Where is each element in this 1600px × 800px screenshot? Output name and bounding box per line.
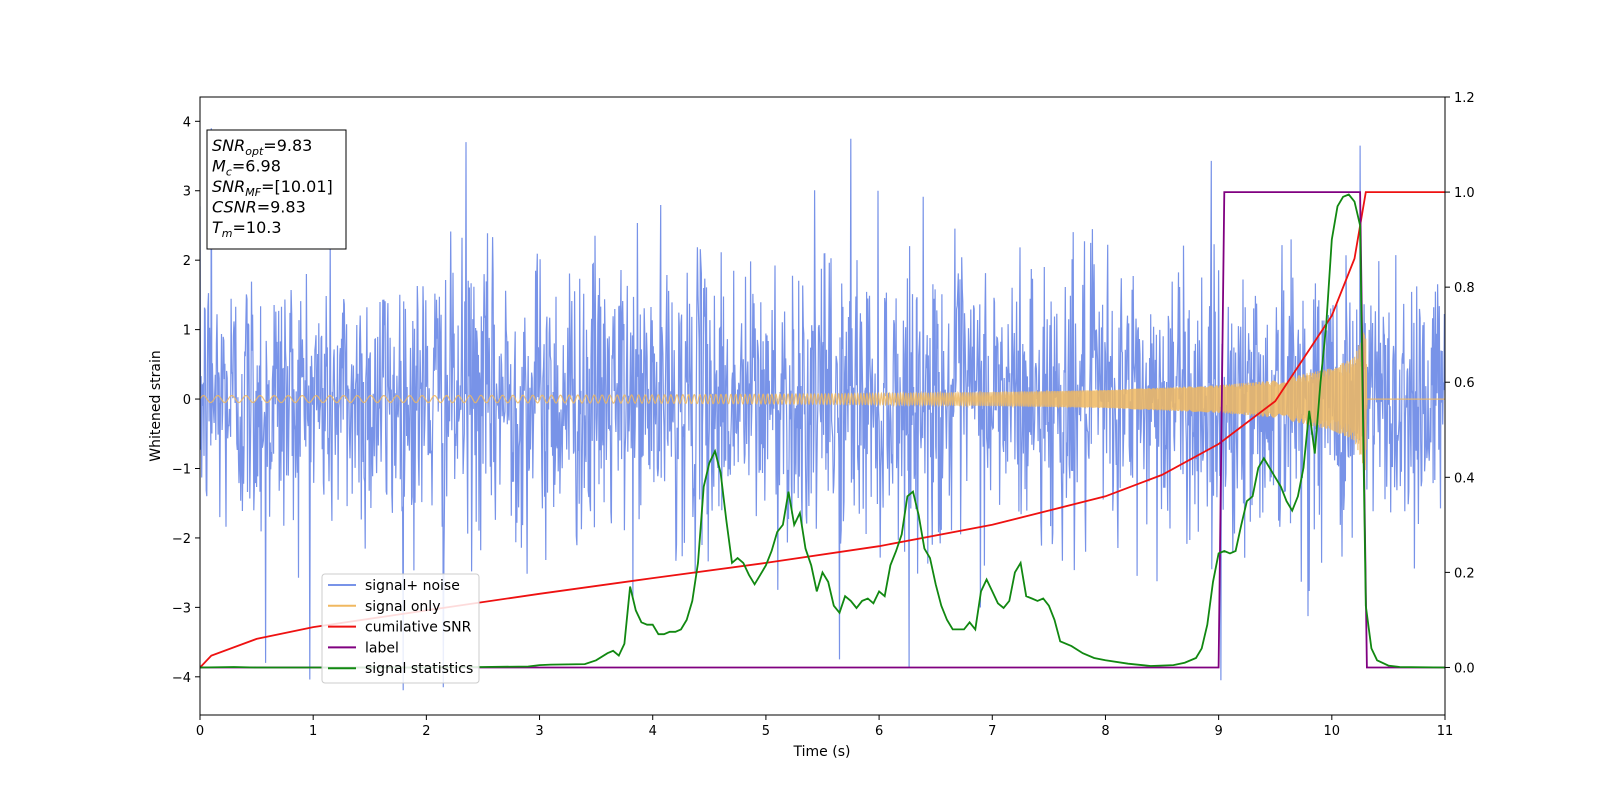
series-signal-statistics-line [200, 193, 1445, 669]
x-tick-label: 8 [1101, 724, 1109, 739]
x-tick-label: 5 [762, 724, 770, 739]
y-left-tick-label: 0 [183, 393, 191, 408]
x-tick-label: 9 [1214, 724, 1222, 739]
x-axis-label: Time (s) [793, 744, 851, 760]
y-left-tick-label: 1 [183, 324, 191, 339]
y-right-tick-label: 0.0 [1454, 661, 1475, 676]
annotation-line: SNRopt=9.83 [212, 136, 312, 158]
y-left-tick-label: −2 [172, 532, 191, 547]
x-tick-label: 0 [196, 724, 204, 739]
legend-label: label [365, 640, 399, 656]
series-signal-noise-line [200, 128, 1445, 691]
annotation-frame [206, 129, 347, 250]
x-tick-label: 11 [1437, 724, 1454, 739]
plot-frame [199, 96, 1446, 716]
y-left-tick-label: −3 [172, 601, 191, 616]
x-tick-label: 2 [422, 724, 430, 739]
series-layer [200, 128, 1445, 691]
y-right-tick-label: 0.6 [1454, 376, 1475, 391]
series-signal-only-line [200, 332, 1445, 471]
x-tick-label: 6 [875, 724, 883, 739]
y-right-tick-label: 1.0 [1454, 186, 1475, 201]
y-axis-right: 1.2 1.0 0.8 0.6 0.4 0.2 0.0 [1445, 91, 1475, 676]
y-left-tick-label: 3 [183, 185, 191, 200]
y-axis-label: Whitened strain [148, 350, 164, 461]
legend-label: signal only [365, 599, 440, 615]
annotation-line: SNRMF=[10.01] [212, 177, 333, 199]
y-left-tick-label: −4 [172, 671, 191, 686]
legend-frame [321, 573, 480, 684]
y-axis-left: 4 3 2 1 0 −1 −2 −3 −4 [172, 115, 200, 686]
y-left-tick-label: 4 [183, 115, 191, 130]
y-right-tick-label: 0.4 [1454, 471, 1475, 486]
y-left-tick-label: −1 [172, 462, 191, 477]
legend: signal+ noise signal only cumilative SNR la… [321, 573, 480, 684]
x-tick-label: 7 [988, 724, 996, 739]
y-right-tick-label: 0.2 [1454, 566, 1475, 581]
annotation-line: CSNR=9.83 [212, 198, 306, 217]
annotation-box: SNRopt=9.83Mc=6.98SNRMF=[10.01]CSNR=9.83… [206, 129, 347, 250]
legend-label: signal statistics [365, 661, 473, 677]
legend-label: cumilative SNR [365, 620, 472, 636]
x-tick-label: 10 [1324, 724, 1341, 739]
x-tick-label: 3 [535, 724, 543, 739]
annotation-line: Mc=6.98 [212, 157, 281, 179]
x-tick-label: 4 [649, 724, 657, 739]
x-tick-label: 1 [309, 724, 317, 739]
series-cumilative-snr-line [200, 191, 1445, 669]
series-label-line [200, 191, 1445, 669]
y-right-tick-label: 0.8 [1454, 281, 1475, 296]
y-left-tick-label: 2 [183, 254, 191, 269]
annotation-line: Tm=10.3 [212, 218, 282, 240]
x-axis: 0 1 2 3 4 5 6 7 8 9 10 11 [196, 715, 1453, 739]
legend-label: signal+ noise [365, 578, 460, 594]
y-right-tick-label: 1.2 [1454, 91, 1475, 106]
